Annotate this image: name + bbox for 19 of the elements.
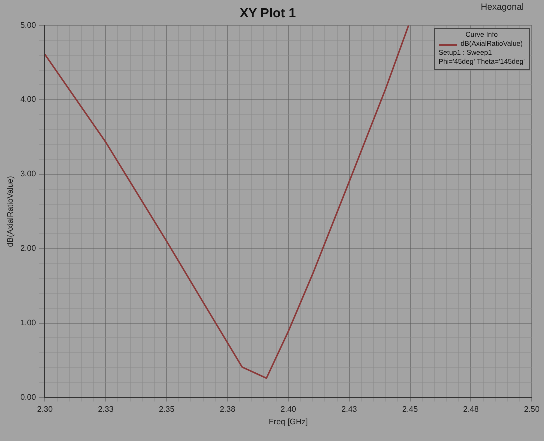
x-tick-label: 2.50 bbox=[524, 404, 540, 414]
x-tick-label: 2.35 bbox=[159, 404, 176, 414]
y-axis-title: dB(AxialRatioValue) bbox=[6, 176, 16, 248]
y-tick-label: 0.00 bbox=[20, 393, 37, 402]
y-tick-label: 2.00 bbox=[20, 244, 37, 254]
x-axis-title: Freq [GHz] bbox=[269, 417, 308, 426]
y-tick-label: 3.00 bbox=[20, 170, 37, 179]
y-tick-label: 1.00 bbox=[20, 318, 37, 328]
x-tick-label: 2.40 bbox=[280, 404, 297, 414]
x-tick-label: 2.30 bbox=[37, 404, 54, 414]
x-tick-label: 2.43 bbox=[342, 404, 358, 414]
x-tick-label: 2.45 bbox=[402, 404, 419, 414]
text: Hexagonal bbox=[480, 2, 524, 12]
x-tick-label: 2.38 bbox=[220, 404, 236, 414]
chart-title: XY Plot 1 bbox=[240, 5, 296, 20]
y-tick-label: 4.00 bbox=[20, 95, 37, 104]
x-tick-label: 2.33 bbox=[98, 404, 114, 414]
x-tick-label: 2.48 bbox=[463, 404, 480, 414]
y-tick-label: 5.00 bbox=[20, 20, 37, 30]
